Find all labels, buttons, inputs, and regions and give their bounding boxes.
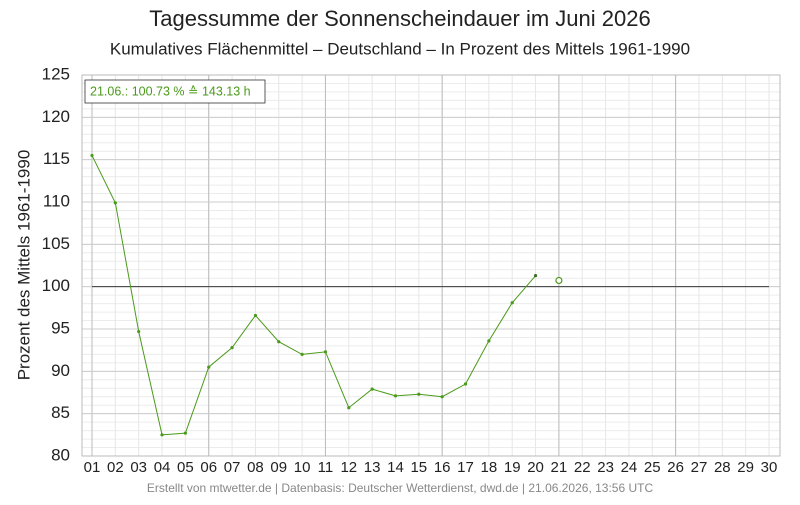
y-tick-label: 85 (51, 403, 70, 422)
y-tick-label: 120 (42, 107, 70, 126)
data-point (90, 153, 94, 158)
data-point (300, 352, 304, 356)
x-tick-label: 18 (481, 459, 498, 476)
chart-subtitle: Kumulatives Flächenmittel – Deutschland … (110, 39, 690, 58)
data-point (417, 392, 421, 396)
y-tick-label: 115 (43, 149, 70, 168)
data-point (113, 201, 117, 205)
data-point (277, 340, 281, 344)
x-tick-label: 02 (107, 459, 124, 476)
x-tick-label: 17 (457, 459, 474, 476)
x-tick-label: 29 (737, 459, 754, 476)
x-tick-label: 15 (410, 459, 427, 476)
data-point (137, 329, 141, 334)
x-tick-label: 28 (714, 459, 731, 476)
annotation-box (84, 79, 266, 104)
chart-title: Tagessumme der Sonnenscheindauer im Juni… (149, 6, 650, 31)
plot-frame (81, 74, 781, 457)
data-point (533, 274, 538, 278)
y-tick-label: 90 (51, 361, 70, 380)
x-tick-label: 08 (247, 459, 264, 476)
annotation: 21.06.: 100.73 % ≙ 143.13 h (90, 84, 251, 98)
data-point (370, 387, 374, 391)
data-point (230, 346, 234, 350)
y-tick-label: 95 (51, 318, 70, 337)
data-point (160, 433, 164, 437)
data-point (440, 395, 444, 399)
x-tick-label: 12 (340, 459, 357, 476)
data-point (347, 406, 351, 410)
x-tick-label: 05 (177, 459, 194, 476)
x-tick-label: 22 (574, 459, 591, 476)
x-tick-label: 26 (667, 459, 684, 476)
footer: Erstellt von mtwetter.de | Datenbasis: D… (147, 481, 654, 495)
x-tick-label: 24 (621, 459, 638, 476)
y-tick-label: 125 (42, 64, 70, 83)
y-tick-label: 105 (42, 234, 70, 253)
x-tick-label: 01 (84, 459, 101, 476)
data-line (91, 155, 536, 436)
current-marker (555, 276, 563, 285)
data-point (323, 350, 328, 354)
y-tick-label: 110 (43, 191, 70, 210)
x-tick-label: 03 (130, 459, 147, 476)
y-tick-label: 80 (51, 445, 70, 464)
x-tick-label: 21 (551, 459, 568, 476)
x-tick-label: 04 (154, 459, 171, 476)
data-point (463, 382, 468, 386)
x-tick-label: 27 (691, 459, 708, 476)
x-tick-label: 13 (364, 459, 381, 476)
data-point (487, 339, 491, 343)
x-tick-label: 30 (761, 459, 778, 476)
y-axis-label: Prozent des Mittels 1961-1990 (14, 150, 33, 381)
y-tick-label: 100 (42, 276, 70, 295)
x-tick-label: 11 (318, 459, 334, 476)
x-tick-label: 07 (224, 459, 241, 476)
data-point (393, 394, 398, 398)
x-tick-label: 16 (434, 459, 451, 476)
data-point (510, 301, 514, 305)
x-tick-label: 23 (597, 459, 614, 476)
x-tick-label: 20 (527, 459, 544, 476)
x-tick-label: 19 (504, 459, 521, 476)
data-point (183, 431, 187, 435)
data-point (207, 365, 211, 369)
x-tick-label: 06 (200, 459, 217, 476)
x-tick-label: 10 (294, 459, 311, 476)
x-tick-label: 14 (387, 459, 404, 476)
data-point (253, 313, 258, 318)
x-tick-label: 09 (270, 459, 287, 476)
x-tick-label: 25 (644, 459, 661, 476)
